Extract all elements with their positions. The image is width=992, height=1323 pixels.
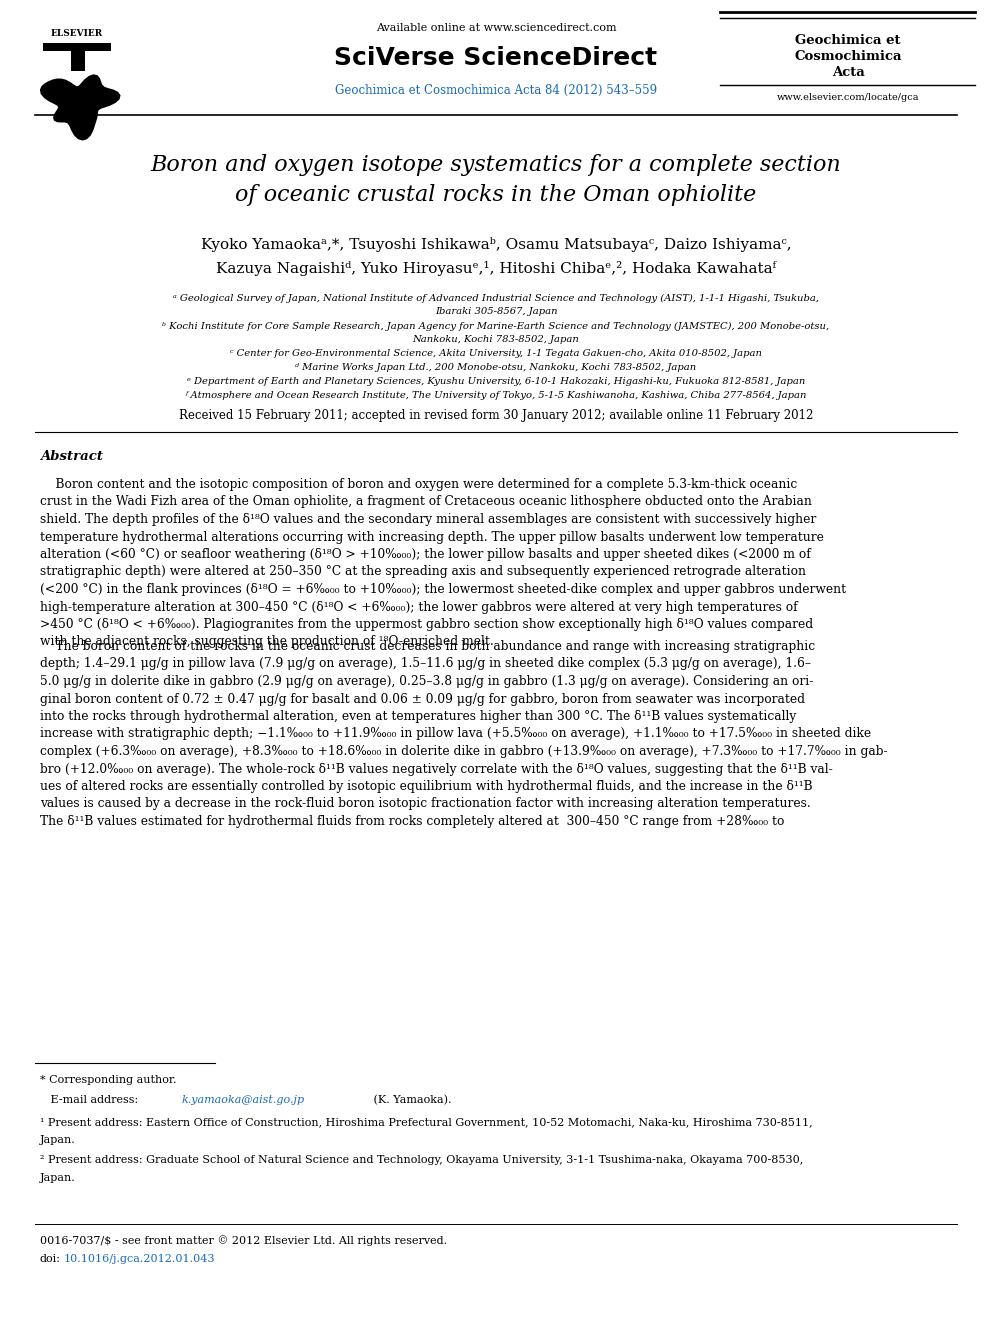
Text: Received 15 February 2011; accepted in revised form 30 January 2012; available o: Received 15 February 2011; accepted in r… [179,410,813,422]
Text: of oceanic crustal rocks in the Oman ophiolite: of oceanic crustal rocks in the Oman oph… [235,184,757,206]
Text: E-mail address:: E-mail address: [40,1095,142,1105]
Text: ᵃ Geological Survey of Japan, National Institute of Advanced Industrial Science : ᵃ Geological Survey of Japan, National I… [173,294,819,303]
Text: Kyoko Yamaokaᵃ,*, Tsuyoshi Ishikawaᵇ, Osamu Matsubayaᶜ, Daizo Ishiyamaᶜ,: Kyoko Yamaokaᵃ,*, Tsuyoshi Ishikawaᵇ, Os… [200,238,792,253]
Text: The boron content of the rocks in the oceanic crust decreases in both abundance : The boron content of the rocks in the oc… [40,640,888,828]
Text: Geochimica et Cosmochimica Acta 84 (2012) 543–559: Geochimica et Cosmochimica Acta 84 (2012… [335,83,657,97]
Text: Japan.: Japan. [40,1135,75,1144]
Bar [71,50,85,71]
Text: 0016-7037/$ - see front matter © 2012 Elsevier Ltd. All rights reserved.: 0016-7037/$ - see front matter © 2012 El… [40,1236,447,1246]
Text: Available online at www.sciencedirect.com: Available online at www.sciencedirect.co… [376,22,616,33]
Text: www.elsevier.com/locate/gca: www.elsevier.com/locate/gca [777,93,920,102]
Text: ᶠ Atmosphere and Ocean Research Institute, The University of Tokyo, 5-1-5 Kashiw: ᶠ Atmosphere and Ocean Research Institut… [186,392,806,401]
Text: * Corresponding author.: * Corresponding author. [40,1076,177,1085]
Bar [43,44,111,52]
Text: Cosmochimica: Cosmochimica [795,49,902,62]
Text: ᵇ Kochi Institute for Core Sample Research, Japan Agency for Marine-Earth Scienc: ᵇ Kochi Institute for Core Sample Resear… [163,321,829,331]
Text: k.yamaoka@aist.go.jp: k.yamaoka@aist.go.jp [182,1095,306,1105]
Text: Boron content and the isotopic composition of boron and oxygen were determined f: Boron content and the isotopic compositi… [40,478,846,648]
Text: Boron and oxygen isotope systematics for a complete section: Boron and oxygen isotope systematics for… [151,153,841,176]
Polygon shape [40,74,121,140]
Text: 10.1016/j.gca.2012.01.043: 10.1016/j.gca.2012.01.043 [64,1254,215,1263]
Text: ² Present address: Graduate School of Natural Science and Technology, Okayama Un: ² Present address: Graduate School of Na… [40,1155,804,1166]
Text: SciVerse ScienceDirect: SciVerse ScienceDirect [334,46,658,70]
Text: (K. Yamaoka).: (K. Yamaoka). [370,1095,451,1105]
Text: ELSEVIER: ELSEVIER [51,29,103,38]
Text: Geochimica et: Geochimica et [796,33,901,46]
Text: Japan.: Japan. [40,1174,75,1183]
Text: doi:: doi: [40,1254,61,1263]
Text: Abstract: Abstract [40,450,103,463]
Text: ᶜ Center for Geo-Environmental Science, Akita University, 1-1 Tegata Gakuen-cho,: ᶜ Center for Geo-Environmental Science, … [230,349,762,359]
Text: Nankoku, Kochi 783-8502, Japan: Nankoku, Kochi 783-8502, Japan [413,336,579,344]
Text: Kazuya Nagaishiᵈ, Yuko Hiroyasuᵉ,¹, Hitoshi Chibaᵉ,², Hodaka Kawahataᶠ: Kazuya Nagaishiᵈ, Yuko Hiroyasuᵉ,¹, Hito… [216,261,776,275]
Text: ¹ Present address: Eastern Office of Construction, Hiroshima Prefectural Governm: ¹ Present address: Eastern Office of Con… [40,1117,812,1127]
Text: ᵉ Department of Earth and Planetary Sciences, Kyushu University, 6-10-1 Hakozaki: ᵉ Department of Earth and Planetary Scie… [186,377,806,386]
Text: Ibaraki 305-8567, Japan: Ibaraki 305-8567, Japan [434,307,558,316]
Text: Acta: Acta [831,66,864,78]
Text: ᵈ Marine Works Japan Ltd., 200 Monobe-otsu, Nankoku, Kochi 783-8502, Japan: ᵈ Marine Works Japan Ltd., 200 Monobe-ot… [296,364,696,373]
